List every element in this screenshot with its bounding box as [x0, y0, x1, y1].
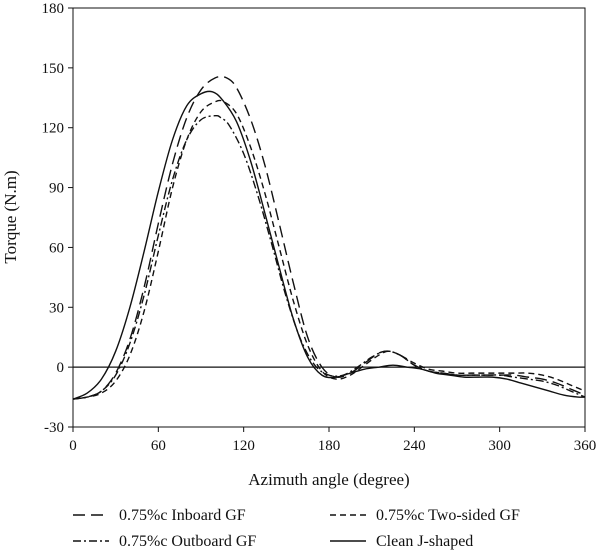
y-tick-label: 0 — [57, 360, 65, 376]
x-tick-label: 180 — [318, 438, 341, 454]
y-tick-label: 90 — [49, 181, 64, 197]
x-tick-label: 0 — [69, 438, 77, 454]
x-tick-label: 360 — [574, 438, 597, 454]
ticks-layer: 0 60 120 180 240 300 360 -30 0 30 60 90 120 150 180 — [42, 1, 597, 454]
legend-label-1: 0.75%c Inboard GF — [119, 507, 246, 524]
series-line-1 — [72, 75, 586, 400]
y-axis-title: Torque (N.m) — [1, 170, 20, 263]
x-tick-label: 240 — [403, 438, 426, 454]
series-line-3 — [72, 114, 586, 400]
series-line-2 — [72, 99, 586, 400]
legend-label-4: Clean J-shaped — [376, 533, 473, 550]
x-tick-label: 120 — [232, 438, 255, 454]
x-tick-label: 60 — [151, 438, 166, 454]
y-tick-label: 150 — [42, 61, 65, 77]
plot-frame — [72, 7, 586, 428]
y-tick-label: 60 — [49, 240, 64, 256]
x-axis-title: Azimuth angle (degree) — [248, 470, 409, 489]
series-layer — [72, 75, 586, 400]
y-tick-label: -30 — [44, 420, 64, 436]
legend: 0.75%c Inboard GF 0.75%c Two-sided GF 0.75… — [73, 507, 520, 550]
y-tick-label: 120 — [42, 121, 65, 137]
legend-label-3: 0.75%c Outboard GF — [119, 533, 256, 550]
legend-label-2: 0.75%c Two-sided GF — [376, 507, 520, 524]
series-line-4 — [72, 90, 586, 400]
x-tick-label: 300 — [488, 438, 511, 454]
y-tick-label: 180 — [42, 1, 65, 17]
y-tick-label: 30 — [49, 300, 64, 316]
